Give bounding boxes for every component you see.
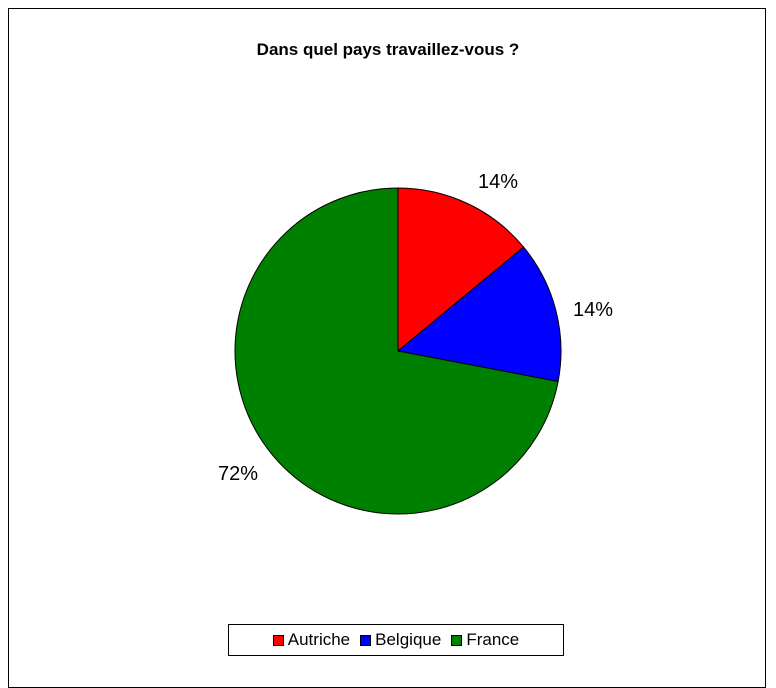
legend-swatch-belgique — [360, 634, 372, 646]
legend-label-belgique: Belgique — [375, 630, 442, 649]
legend-label-france: France — [466, 630, 520, 649]
pie-slice-belgique — [396, 246, 562, 383]
chart-title: Dans quel pays travaillez-vous ? — [256, 40, 520, 59]
legend: Autriche Belgique France — [228, 624, 564, 656]
slice-label-belgique: 14% — [573, 299, 613, 321]
legend-swatch-autriche — [272, 634, 284, 646]
legend-swatch-france — [451, 634, 463, 646]
slice-label-france: 72% — [218, 463, 258, 485]
pie-chart: 14% 14% 72% — [218, 171, 613, 515]
legend-label-autriche: Autriche — [287, 630, 351, 649]
legend-item-france: France — [451, 630, 519, 650]
slice-label-autriche: 14% — [478, 171, 518, 193]
pie-slice-france — [234, 187, 559, 515]
legend-item-autriche: Autriche — [272, 630, 351, 650]
pie-slice-autriche — [397, 187, 525, 353]
legend-item-belgique: Belgique — [360, 630, 441, 650]
